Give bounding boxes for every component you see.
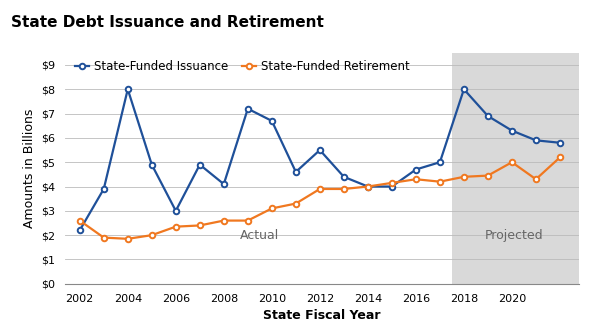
State-Funded Retirement [508,160,516,164]
State-Funded Issuance [484,114,491,118]
State-Funded Issuance [244,107,251,111]
State-Funded Issuance [76,228,83,232]
State-Funded Issuance [388,184,396,188]
State-Funded Retirement [124,237,131,241]
State-Funded Issuance [532,138,539,142]
State-Funded Retirement [484,174,491,178]
State-Funded Retirement [532,177,539,181]
State-Funded Issuance [508,129,516,133]
State-Funded Retirement [172,225,179,229]
State-Funded Retirement [412,177,419,181]
State-Funded Retirement [364,184,371,188]
Line: State-Funded Retirement: State-Funded Retirement [77,154,563,242]
Text: Actual: Actual [240,229,279,242]
X-axis label: State Fiscal Year: State Fiscal Year [264,309,381,322]
State-Funded Retirement [460,175,467,179]
State-Funded Issuance [460,87,467,91]
State-Funded Retirement [196,223,203,227]
Bar [452,53,591,284]
State-Funded Retirement [148,233,156,237]
State-Funded Issuance [220,182,228,186]
Text: State Debt Issuance and Retirement: State Debt Issuance and Retirement [11,15,324,30]
State-Funded Retirement [316,187,323,191]
State-Funded Retirement [437,180,444,184]
State-Funded Retirement [100,236,108,240]
Line: State-Funded Issuance: State-Funded Issuance [77,86,563,233]
State-Funded Issuance [148,163,156,167]
State-Funded Retirement [340,187,347,191]
State-Funded Issuance [196,163,203,167]
State-Funded Issuance [437,160,444,164]
State-Funded Issuance [292,170,299,174]
State-Funded Issuance [412,168,419,172]
Legend: State-Funded Issuance, State-Funded Retirement: State-Funded Issuance, State-Funded Reti… [71,56,413,77]
State-Funded Retirement [220,218,228,222]
State-Funded Retirement [244,218,251,222]
State-Funded Retirement [76,218,83,222]
State-Funded Issuance [268,119,276,123]
State-Funded Retirement [388,181,396,185]
State-Funded Retirement [268,207,276,211]
State-Funded Retirement [557,155,564,159]
State-Funded Retirement [292,202,299,206]
Y-axis label: Amounts in Billions: Amounts in Billions [23,109,36,228]
State-Funded Issuance [172,209,179,213]
State-Funded Issuance [557,141,564,145]
State-Funded Issuance [316,148,323,152]
State-Funded Issuance [100,187,108,191]
State-Funded Issuance [340,175,347,179]
State-Funded Issuance [364,184,371,188]
Text: Projected: Projected [485,229,544,242]
State-Funded Issuance [124,87,131,91]
